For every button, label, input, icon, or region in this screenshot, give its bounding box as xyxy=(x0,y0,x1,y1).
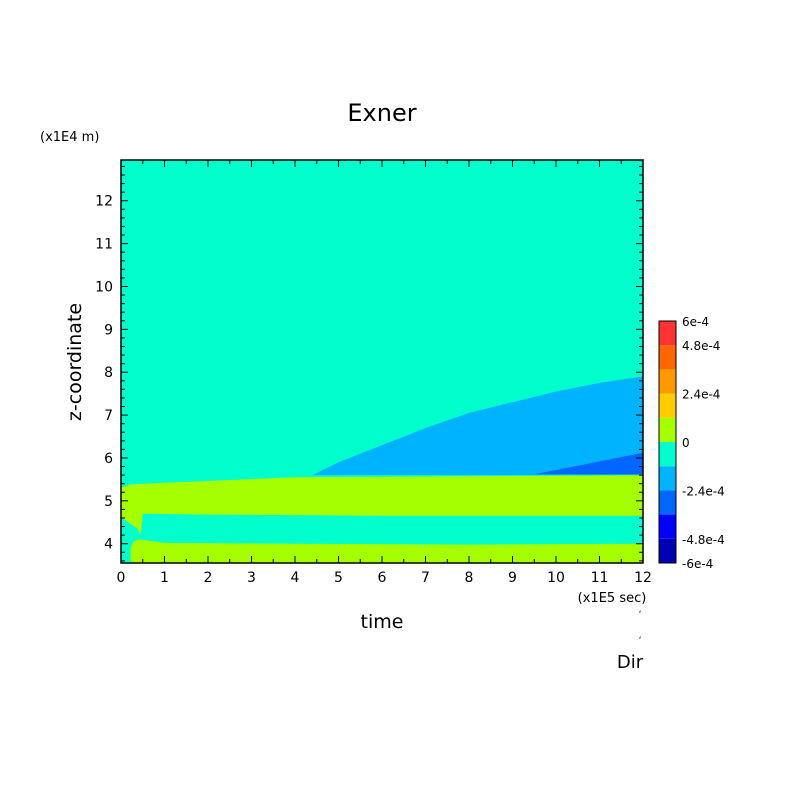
x-tick-label: 5 xyxy=(334,570,343,586)
x-tick-label: 0 xyxy=(117,570,126,586)
x-tick-label: 9 xyxy=(508,570,517,586)
x-unit-label: (x1E5 sec) xyxy=(578,591,647,606)
x-tick-label: 11 xyxy=(591,570,609,586)
colorbar-swatch xyxy=(659,490,676,515)
x-tick-label: 8 xyxy=(465,570,474,586)
x-axis-label: time xyxy=(361,611,404,633)
x-tick-label: 6 xyxy=(378,570,387,586)
colorbar-swatch xyxy=(659,369,676,394)
y-tick-label: 5 xyxy=(104,494,113,510)
contour-region-0 xyxy=(121,475,643,536)
colorbar-swatch xyxy=(659,514,676,539)
x-tick-label: 10 xyxy=(547,570,565,586)
colorbar: 6e-4 4.8e-4 2.4e-4 0 -2.4e-4 -4.8e-4 -6e-4 xyxy=(658,315,725,571)
colorbar-swatch xyxy=(659,393,676,418)
y-axis: 4 5 6 7 8 9 10 11 12 xyxy=(95,165,643,562)
y-tick-label: 9 xyxy=(104,322,113,338)
colorbar-swatch xyxy=(659,538,676,563)
colorbar-swatch xyxy=(659,466,676,491)
colorbar-swatch xyxy=(659,321,676,346)
x-tick-label: 2 xyxy=(204,570,213,586)
colorbar-label: -2.4e-4 xyxy=(682,484,725,498)
contour-region-2 xyxy=(312,376,643,476)
colorbar-swatch xyxy=(659,345,676,370)
x-tick-label: 4 xyxy=(291,570,300,586)
colorbar-swatch xyxy=(659,417,676,442)
colorbar-label: 4.8e-4 xyxy=(682,339,720,353)
y-tick-label: 6 xyxy=(104,451,113,467)
colorbar-label: 2.4e-4 xyxy=(682,388,720,402)
dir-label: Dir xyxy=(617,652,644,673)
colorbar-label: -4.8e-4 xyxy=(682,533,725,547)
x-tick-label: 7 xyxy=(421,570,430,586)
corner-tick-mark-2: ‘ xyxy=(639,636,642,646)
corner-tick-mark: ‘ xyxy=(639,610,642,620)
y-tick-label: 10 xyxy=(95,279,113,295)
colorbar-label: 0 xyxy=(682,436,690,450)
chart-title: Exner xyxy=(347,99,416,127)
y-tick-label: 7 xyxy=(104,408,113,424)
x-axis: 0 1 2 3 4 5 6 7 8 9 10 11 12 xyxy=(117,160,652,586)
x-tick-label: 1 xyxy=(160,570,169,586)
colorbar-swatch xyxy=(659,442,676,467)
colorbar-label: 6e-4 xyxy=(682,315,709,329)
colorbar-label: -6e-4 xyxy=(682,557,713,571)
y-tick-label: 12 xyxy=(95,194,113,210)
x-tick-label: 3 xyxy=(247,570,256,586)
y-axis-label: z-coordinate xyxy=(64,303,86,421)
y-unit-label: (x1E4 m) xyxy=(40,130,99,145)
y-tick-label: 8 xyxy=(104,365,113,381)
x-tick-label: 12 xyxy=(634,570,652,586)
plot-area xyxy=(121,160,644,563)
contour-region-1 xyxy=(130,539,644,563)
contour-region-3 xyxy=(534,452,643,475)
y-tick-label: 11 xyxy=(95,237,113,253)
colorbar-frame xyxy=(658,320,677,564)
y-tick-label: 4 xyxy=(104,537,113,553)
